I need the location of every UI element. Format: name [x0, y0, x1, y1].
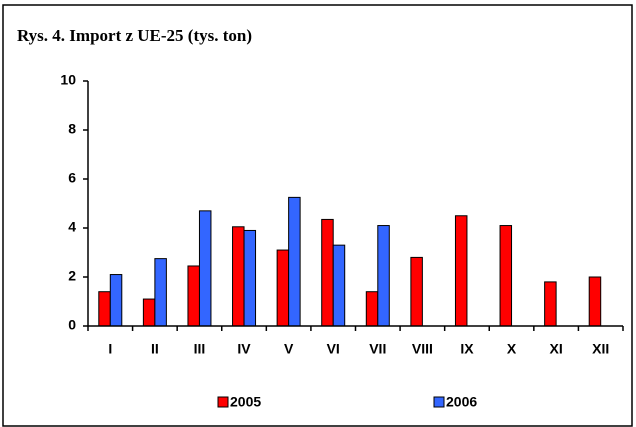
frame	[2, 4, 633, 427]
legend-swatch	[433, 396, 445, 408]
y-tick-label: 8	[68, 121, 76, 137]
bar	[588, 276, 602, 327]
bar	[276, 249, 290, 327]
x-tick-label: II	[151, 341, 159, 357]
legend-label: 2006	[446, 394, 477, 410]
bar	[109, 274, 123, 327]
bar	[98, 291, 111, 327]
bar	[544, 281, 557, 327]
bar	[243, 229, 257, 327]
chart-title: Rys. 4. Import z UE-25 (tys. ton)	[17, 26, 252, 45]
bar	[198, 210, 212, 327]
bar	[377, 225, 390, 327]
x-tick-label: X	[507, 341, 517, 357]
x-tick-label: VIII	[412, 341, 433, 357]
bar	[142, 298, 156, 327]
bar	[365, 291, 379, 327]
bar	[154, 258, 167, 327]
legend-label: 2005	[230, 394, 261, 410]
y-tick-label: 4	[68, 219, 76, 235]
x-tick-label: III	[194, 341, 206, 357]
x-tick-label: VI	[327, 341, 340, 357]
y-tick-label: 2	[68, 268, 76, 284]
x-tick-label: IX	[460, 341, 474, 357]
bar	[187, 265, 200, 327]
bar	[288, 196, 301, 327]
bar	[454, 215, 468, 327]
legend-swatch	[217, 396, 229, 408]
bar	[332, 244, 346, 327]
y-tick-label: 6	[68, 170, 76, 186]
bar	[410, 256, 423, 327]
y-tick-label: 0	[68, 317, 76, 333]
x-tick-label: VII	[369, 341, 386, 357]
x-tick-label: XI	[550, 341, 563, 357]
x-tick-label: XII	[592, 341, 609, 357]
x-tick-label: I	[108, 341, 112, 357]
bar	[499, 225, 513, 327]
bar	[321, 218, 334, 327]
x-tick-label: IV	[237, 341, 251, 357]
x-tick-label: V	[284, 341, 294, 357]
y-tick-label: 10	[60, 72, 76, 88]
bar	[232, 226, 245, 327]
